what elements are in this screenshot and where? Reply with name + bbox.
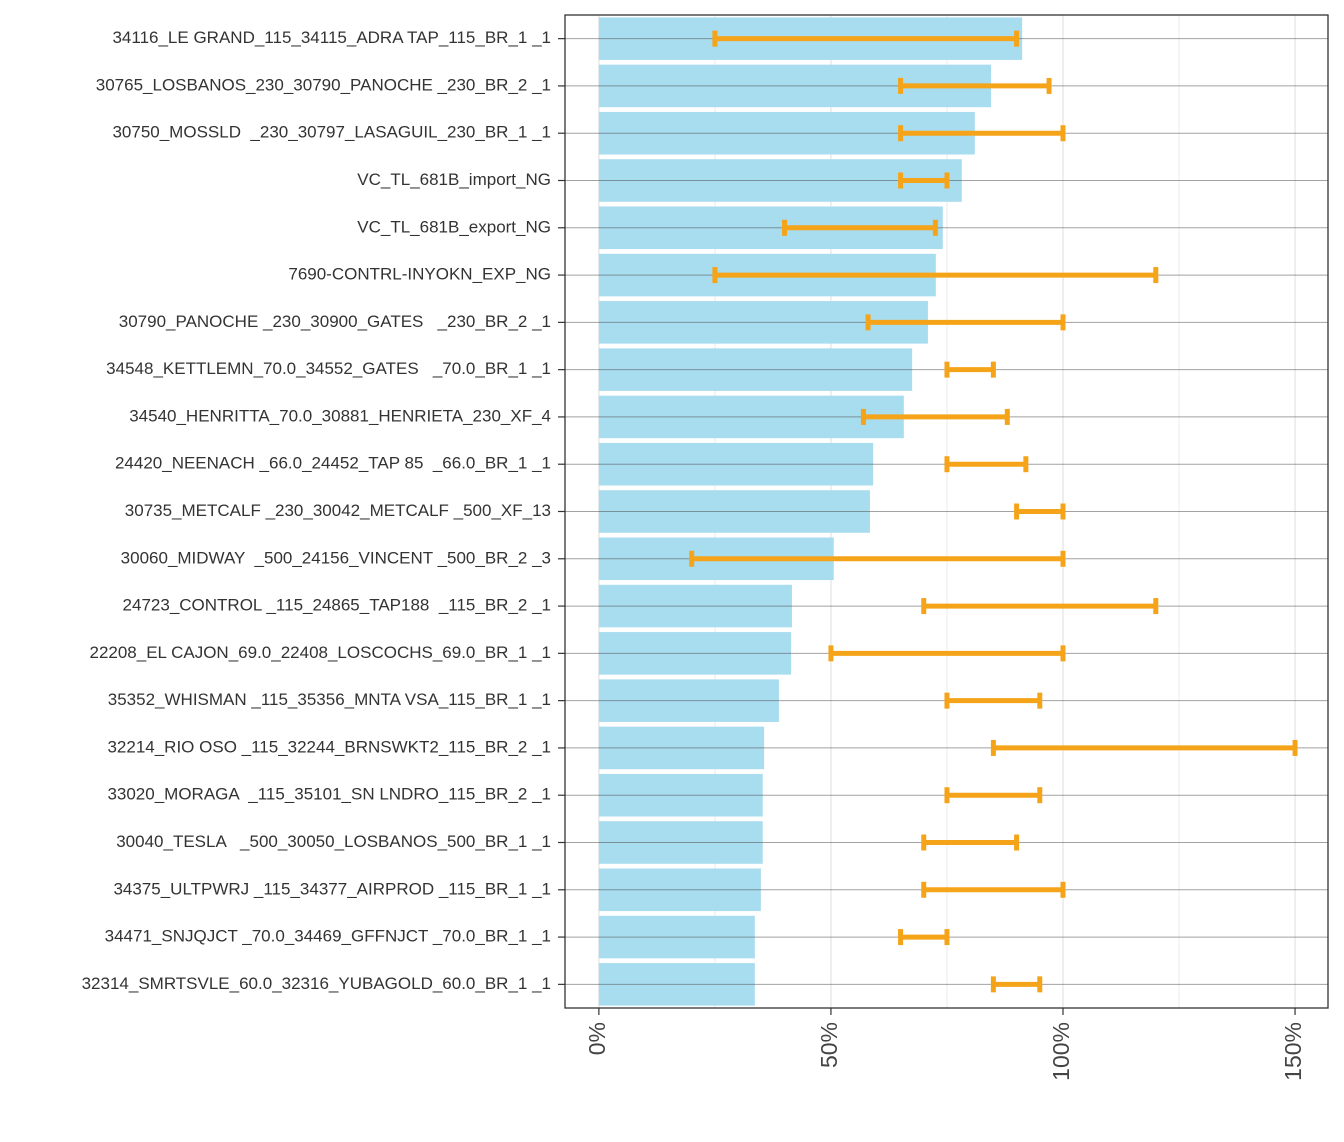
error-bar: [944, 361, 996, 378]
error-bar: [921, 598, 1159, 615]
error-bar: [865, 314, 1066, 331]
error-bar: [898, 172, 950, 189]
x-tick-label: 150%: [1280, 1022, 1306, 1081]
error-bar: [1014, 503, 1066, 520]
error-bar: [944, 692, 1043, 709]
y-tick-label: 34540_HENRITTA_70.0_30881_HENRIETA_230_X…: [129, 406, 551, 425]
y-tick-label: 7690-CONTRL-INYOKN_EXP_NG: [288, 265, 551, 284]
y-tick-label: 32214_RIO OSO _115_32244_BRNSWKT2_115_BR…: [107, 737, 551, 756]
y-tick-label: VC_TL_681B_import_NG: [357, 170, 551, 189]
y-tick-label: 30750_MOSSLD _230_30797_LASAGUIL_230_BR_…: [112, 123, 551, 142]
y-tick-label: 33020_MORAGA _115_35101_SN LNDRO_115_BR_…: [107, 785, 551, 804]
error-bar: [828, 645, 1066, 662]
error-bar: [712, 267, 1159, 284]
error-bar: [990, 976, 1043, 993]
error-bar: [944, 456, 1029, 473]
y-tick-label: 32314_SMRTSVLE_60.0_32316_YUBAGOLD_60.0_…: [82, 974, 551, 993]
error-bar: [860, 408, 1010, 425]
error-bar: [712, 30, 1020, 47]
y-tick-label: VC_TL_681B_export_NG: [357, 217, 551, 236]
y-tick-label: 34471_SNJQJCT _70.0_34469_GFFNJCT _70.0_…: [105, 927, 551, 946]
error-bar: [990, 739, 1298, 756]
y-tick-label: 30735_METCALF _230_30042_METCALF _500_XF…: [125, 501, 551, 520]
x-tick-label: 50%: [816, 1022, 842, 1068]
panel-border: [564, 14, 1329, 1009]
error-bar: [782, 219, 938, 236]
error-bar: [898, 929, 950, 946]
y-tick-label: 34548_KETTLEMN_70.0_34552_GATES _70.0_BR…: [106, 359, 551, 378]
y-tick-label: 34116_LE GRAND_115_34115_ADRA TAP_115_BR…: [112, 28, 551, 47]
y-tick-label: 35352_WHISMAN _115_35356_MNTA VSA_115_BR…: [108, 690, 551, 709]
y-tick-label: 30765_LOSBANOS_230_30790_PANOCHE _230_BR…: [96, 75, 551, 94]
y-tick-label: 30060_MIDWAY _500_24156_VINCENT _500_BR_…: [121, 548, 551, 567]
x-tick-label: 100%: [1048, 1022, 1074, 1081]
y-tick-label: 30040_TESLA _500_30050_LOSBANOS_500_BR_1…: [116, 832, 551, 851]
error-bar: [921, 834, 1020, 851]
error-bar: [898, 125, 1066, 142]
y-tick-label: 24723_CONTROL _115_24865_TAP188 _115_BR_…: [123, 596, 551, 615]
error-bar: [921, 881, 1066, 898]
x-tick-label: 0%: [584, 1022, 610, 1055]
error-bar: [689, 550, 1066, 567]
y-tick-label: 24420_NEENACH _66.0_24452_TAP 85 _66.0_B…: [115, 454, 551, 473]
y-tick-label: 22208_EL CAJON_69.0_22408_LOSCOCHS_69.0_…: [89, 643, 551, 662]
y-tick-label: 30790_PANOCHE _230_30900_GATES _230_BR_2…: [119, 312, 551, 331]
error-bar: [944, 787, 1043, 804]
error-bar: [898, 77, 1052, 94]
y-tick-label: 34375_ULTPWRJ _115_34377_AIRPROD _115_BR…: [113, 879, 551, 898]
